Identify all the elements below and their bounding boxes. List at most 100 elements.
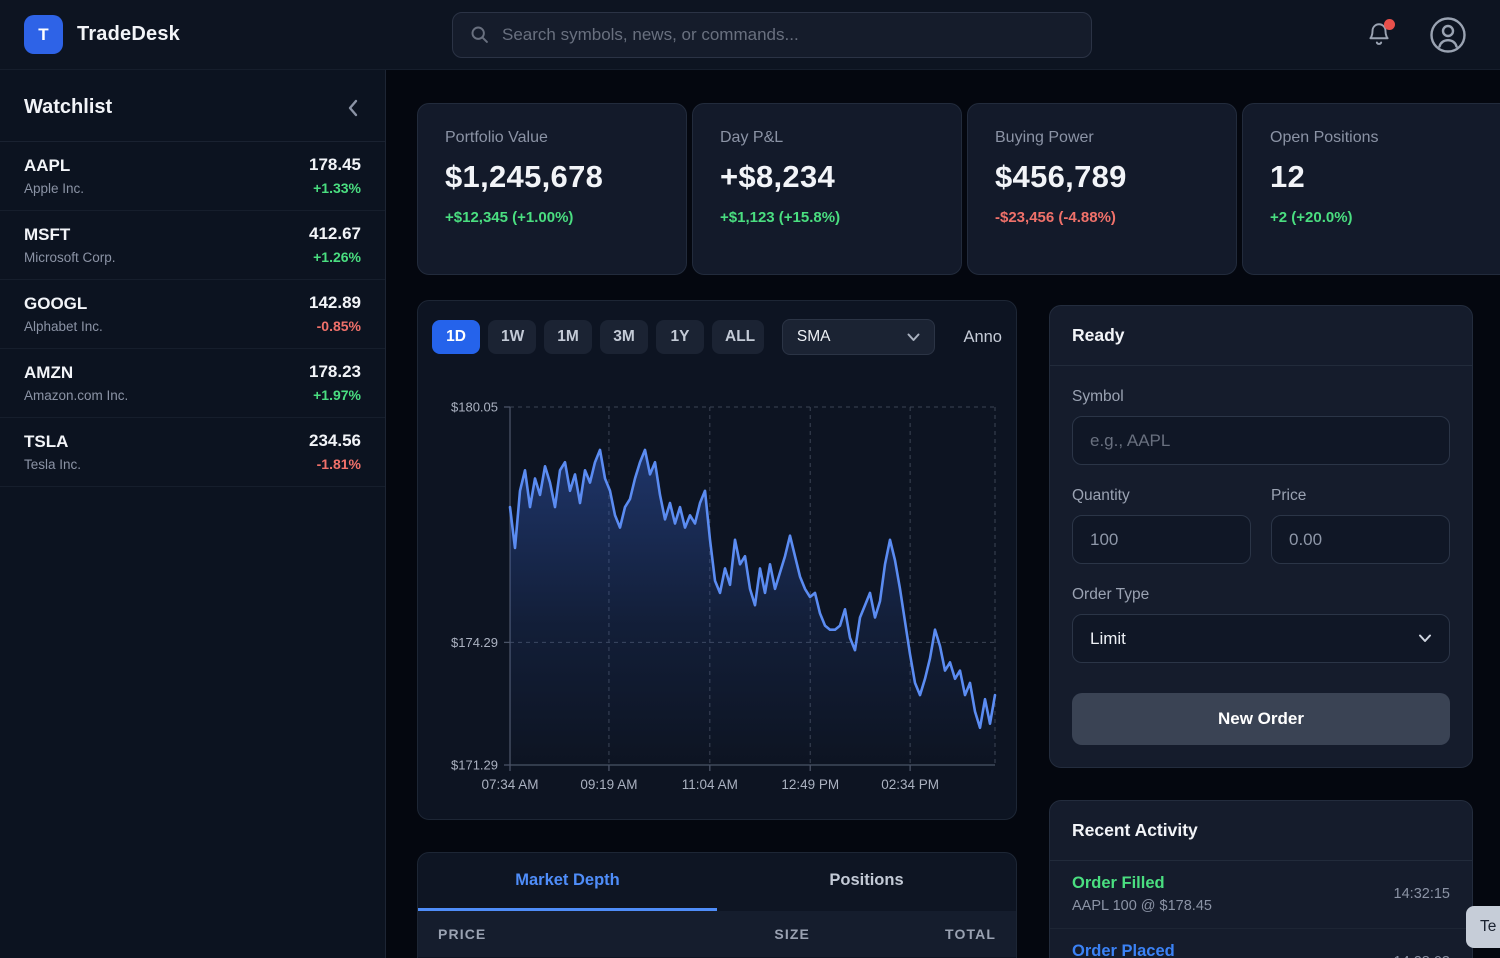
toast-text: Te bbox=[1480, 918, 1497, 935]
activity-item-order-placed: Order Placed MSFT 50 @ $412.50 Limit 14:… bbox=[1050, 929, 1472, 958]
order-type-label: Order Type bbox=[1072, 586, 1150, 603]
activity-time: 14:32:15 bbox=[1393, 886, 1450, 902]
watchlist-item-googl[interactable]: GOOGL Alphabet Inc. 142.89 -0.85% bbox=[0, 280, 385, 349]
annotate-label[interactable]: Anno bbox=[963, 327, 1002, 346]
user-avatar-icon[interactable] bbox=[1428, 15, 1468, 55]
indicator-select[interactable]: SMA bbox=[781, 319, 936, 355]
notification-dot bbox=[1384, 18, 1395, 30]
company-name: Microsoft Corp. bbox=[24, 249, 116, 265]
svg-text:07:34 AM: 07:34 AM bbox=[481, 777, 538, 792]
stat-card-buying-power: Buying Power $456,789 -$23,456 (-4.88%) bbox=[967, 103, 1237, 275]
stat-delta: +$1,123 (+15.8%) bbox=[720, 209, 841, 226]
price: 234.56 bbox=[309, 431, 361, 450]
activity-title: Order Filled bbox=[1072, 874, 1165, 892]
watchlist-item-aapl[interactable]: AAPL Apple Inc. 178.45 +1.33% bbox=[0, 142, 385, 211]
price-label: Price bbox=[1271, 487, 1307, 504]
symbol: MSFT bbox=[24, 224, 71, 244]
symbol: TSLA bbox=[24, 431, 69, 451]
watchlist-item-tsla[interactable]: TSLA Tesla Inc. 234.56 -1.81% bbox=[0, 418, 385, 487]
stat-label: Day P&L bbox=[720, 129, 784, 146]
price: 412.67 bbox=[309, 224, 361, 243]
stat-value: $456,789 bbox=[995, 159, 1127, 194]
collapse-sidebar-chevron-icon[interactable] bbox=[347, 99, 359, 117]
chart-toolbar: 1D 1W 1M 3M 1Y ALL SMA Anno bbox=[432, 319, 1002, 355]
order-type-select[interactable]: Limit bbox=[1072, 614, 1450, 663]
change-percent: +1.33% bbox=[313, 180, 361, 196]
svg-text:$180.05: $180.05 bbox=[451, 400, 498, 415]
company-name: Tesla Inc. bbox=[24, 456, 82, 472]
price: 178.23 bbox=[309, 362, 361, 381]
svg-text:02:34 PM: 02:34 PM bbox=[881, 777, 939, 792]
order-type-value: Limit bbox=[1090, 628, 1126, 648]
change-percent: +1.97% bbox=[313, 387, 361, 403]
symbol: AAPL bbox=[24, 155, 71, 175]
column-price: PRICE bbox=[438, 926, 487, 942]
svg-text:09:19 AM: 09:19 AM bbox=[580, 777, 637, 792]
change-percent: +1.26% bbox=[313, 249, 361, 265]
recent-activity-title: Recent Activity bbox=[1050, 801, 1472, 861]
topbar: T TradeDesk bbox=[0, 0, 1500, 70]
svg-text:11:04 AM: 11:04 AM bbox=[682, 777, 738, 792]
stat-delta: +$12,345 (+1.00%) bbox=[445, 209, 574, 226]
watchlist-title: Watchlist bbox=[24, 96, 113, 118]
change-percent: -0.85% bbox=[316, 318, 361, 334]
stat-value: +$8,234 bbox=[720, 159, 836, 194]
stat-card-day-pnl: Day P&L +$8,234 +$1,123 (+15.8%) bbox=[692, 103, 962, 275]
stats-row: Portfolio Value $1,245,678 +$12,345 (+1.… bbox=[417, 103, 1500, 275]
company-name: Alphabet Inc. bbox=[24, 318, 103, 334]
market-depth-card: Market Depth Positions PRICE SIZE TOTAL bbox=[417, 852, 1017, 958]
watchlist-item-amzn[interactable]: AMZN Amazon.com Inc. 178.23 +1.97% bbox=[0, 349, 385, 418]
timeframe-button-1w[interactable]: 1W bbox=[488, 320, 536, 354]
stat-label: Open Positions bbox=[1270, 129, 1379, 146]
svg-text:12:49 PM: 12:49 PM bbox=[781, 777, 839, 792]
stat-label: Buying Power bbox=[995, 129, 1094, 146]
symbol-label: Symbol bbox=[1072, 388, 1124, 405]
price: 142.89 bbox=[309, 293, 361, 312]
timeframe-button-3m[interactable]: 3M bbox=[600, 320, 648, 354]
symbol: GOOGL bbox=[24, 293, 88, 313]
svg-text:$174.29: $174.29 bbox=[451, 635, 498, 650]
stat-label: Portfolio Value bbox=[445, 129, 548, 146]
notifications-bell-icon[interactable] bbox=[1366, 18, 1395, 49]
search-icon bbox=[469, 24, 490, 45]
timeframe-button-1y[interactable]: 1Y bbox=[656, 320, 704, 354]
tab-positions[interactable]: Positions bbox=[829, 871, 904, 889]
timeframe-button-1m[interactable]: 1M bbox=[544, 320, 592, 354]
app-logo: T bbox=[24, 15, 63, 54]
watchlist-sidebar: Watchlist AAPL Apple Inc. 178.45 +1.33% … bbox=[0, 70, 386, 958]
topbar-actions bbox=[1366, 15, 1468, 55]
price-chart-svg: $180.05 $174.29 $171.29 07:34 AM 09:19 AM 11:… bbox=[451, 400, 997, 792]
change-percent: -1.81% bbox=[316, 456, 361, 472]
symbol: AMZN bbox=[24, 362, 74, 382]
company-name: Apple Inc. bbox=[24, 180, 85, 196]
order-status: Ready bbox=[1050, 306, 1472, 366]
stat-card-portfolio-value: Portfolio Value $1,245,678 +$12,345 (+1.… bbox=[417, 103, 687, 275]
svg-text:$171.29: $171.29 bbox=[451, 758, 498, 773]
logo-letter: T bbox=[38, 24, 49, 44]
search-input[interactable] bbox=[502, 24, 1075, 45]
quantity-label: Quantity bbox=[1072, 487, 1130, 504]
depth-tabs: Market Depth Positions bbox=[418, 853, 1016, 911]
company-name: Amazon.com Inc. bbox=[24, 387, 129, 403]
indicator-select-value: SMA bbox=[796, 328, 831, 345]
timeframe-button-all[interactable]: ALL bbox=[712, 320, 764, 354]
chevron-down-icon bbox=[1418, 634, 1432, 643]
quantity-field[interactable] bbox=[1072, 515, 1251, 564]
watchlist-item-msft[interactable]: MSFT Microsoft Corp. 412.67 +1.26% bbox=[0, 211, 385, 280]
column-total: TOTAL bbox=[945, 926, 996, 942]
tab-market-depth[interactable]: Market Depth bbox=[418, 853, 717, 911]
activity-time: 14:28:03 bbox=[1394, 954, 1450, 958]
stat-value: 12 bbox=[1270, 159, 1306, 194]
stat-value: $1,245,678 bbox=[445, 159, 604, 194]
new-order-button[interactable]: New Order bbox=[1072, 693, 1450, 745]
price-field[interactable] bbox=[1271, 515, 1450, 564]
stat-delta: -$23,456 (-4.88%) bbox=[995, 209, 1116, 226]
global-search[interactable] bbox=[452, 11, 1092, 58]
brand: T TradeDesk bbox=[24, 15, 180, 54]
timeframe-button-1d[interactable]: 1D bbox=[432, 320, 480, 354]
stat-delta: +2 (+20.0%) bbox=[1270, 209, 1353, 226]
price-chart: $180.05 $174.29 $171.29 07:34 AM 09:19 AM 11:… bbox=[432, 367, 1002, 818]
price: 178.45 bbox=[309, 155, 361, 174]
symbol-field[interactable] bbox=[1072, 416, 1450, 465]
toast-notification: Te bbox=[1466, 906, 1500, 948]
